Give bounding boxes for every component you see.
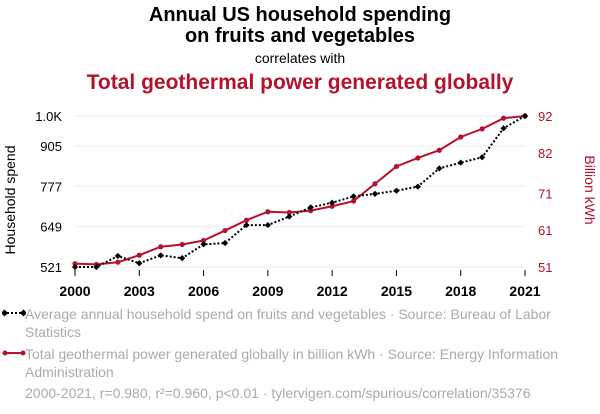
point-household-spend-2009 [264,221,271,229]
point-geothermal-2017 [436,147,442,153]
left-axis-ticks: 521 649 777 905 1.0K [35,109,62,275]
left-axis-label: Household spend [2,146,18,255]
point-geothermal-2009 [265,209,271,215]
point-geothermal-2003 [136,252,142,258]
left-tick-label: 905 [40,139,62,154]
point-geothermal-2008 [243,217,250,223]
correlates-with-text: correlates with [255,50,345,66]
point-household-spend-2007 [221,239,229,247]
point-geothermal-2011 [308,208,314,214]
x-axis-ticks: 2000 2003 2006 2009 2012 2015 2018 2021 [59,270,541,299]
legend-text-2: Total geothermal power generated globall… [25,346,559,380]
point-geothermal-2000 [72,261,78,267]
right-tick-label: 82 [538,146,552,161]
x-tick-label: 2006 [188,283,219,299]
point-geothermal-2014 [372,181,378,187]
left-tick-label: 649 [40,220,62,235]
point-geothermal-2004 [158,244,164,250]
legend-text-1: Average annual household spend on fruits… [25,306,551,340]
point-geothermal-2015 [393,163,400,170]
legend-marker-solid [2,350,26,356]
chart: Annual US household spending on fruits a… [2,4,598,299]
point-geothermal-2006 [200,237,207,244]
chart-title-line1: Annual US household spending [149,4,451,26]
point-geothermal-2016 [415,155,421,161]
right-tick-label: 92 [538,109,552,124]
point-household-spend-2002 [114,252,121,260]
left-tick-label: 777 [40,179,62,194]
chart-subtitle: Total geothermal power generated globall… [87,71,514,94]
point-geothermal-2005 [179,241,185,248]
chart-title-line2: on fruits and vegetables [185,25,415,47]
x-tick-label: 2009 [252,283,283,299]
point-household-spend-2014 [371,190,379,197]
point-geothermal-2020 [500,115,507,121]
legend-marker-dotted [2,309,26,317]
right-tick-label: 51 [538,260,552,275]
point-geothermal-2002 [115,259,121,265]
point-household-spend-2006 [200,241,207,248]
right-tick-label: 61 [538,223,552,238]
left-tick-label: 1.0K [35,109,62,124]
point-household-spend-2003 [136,260,143,267]
point-household-spend-2015 [393,187,400,194]
x-tick-label: 2003 [124,283,155,299]
point-household-spend-2010 [286,213,293,220]
grid [75,115,525,268]
point-geothermal-2019 [479,126,485,132]
right-axis-label: Billion kWh [582,155,598,224]
right-tick-label: 71 [538,186,552,201]
right-axis-ticks: 51 61 71 82 92 [538,109,552,275]
point-geothermal-2013 [350,198,357,204]
point-geothermal-2007 [222,227,228,234]
series-line-geothermal [74,115,526,266]
point-household-spend-2005 [179,255,186,262]
legend-entry-1: Average annual household spend on fruits… [0,305,560,341]
footnote: 2000-2021, r=0.980, r²=0.960, p<0.01 · t… [25,385,531,401]
point-geothermal-2018 [458,134,464,140]
x-tick-label: 2012 [317,283,348,299]
point-household-spend-2021 [521,112,529,120]
x-tick-label: 2000 [59,283,90,299]
point-household-spend-2016 [414,183,421,190]
point-household-spend-2018 [457,159,464,166]
legend-entry-2: Total geothermal power generated globall… [0,345,560,381]
point-geothermal-2012 [329,203,335,209]
x-tick-label: 2021 [509,283,540,299]
point-household-spend-2004 [157,252,164,259]
left-tick-label: 521 [40,260,62,275]
x-tick-label: 2018 [445,283,476,299]
x-tick-label: 2015 [381,283,412,299]
series [71,112,529,271]
point-geothermal-2010 [286,209,292,216]
